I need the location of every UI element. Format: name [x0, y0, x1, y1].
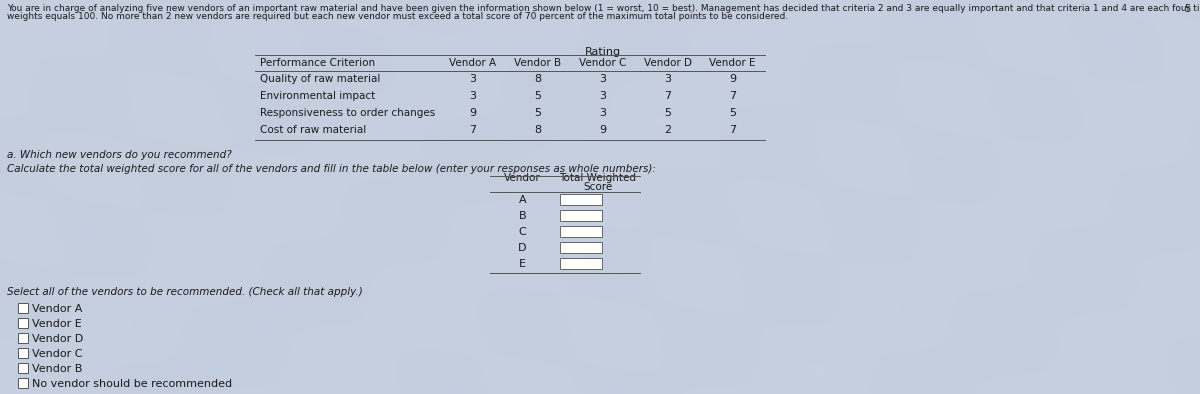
Text: Responsiveness to order changes: Responsiveness to order changes: [260, 108, 436, 118]
Text: 7: 7: [664, 91, 671, 101]
Text: Performance Criterion: Performance Criterion: [260, 58, 376, 68]
Bar: [560, 194, 602, 205]
Text: Vendor C: Vendor C: [32, 349, 83, 359]
Text: 5: 5: [1183, 4, 1190, 14]
Text: 3: 3: [599, 108, 606, 118]
Text: Rating: Rating: [584, 47, 620, 57]
Text: 3: 3: [599, 74, 606, 84]
Text: You are in charge of analyzing five new vendors of an important raw material and: You are in charge of analyzing five new …: [7, 4, 1200, 13]
Bar: [18, 333, 28, 343]
Text: a. Which new vendors do you recommend?: a. Which new vendors do you recommend?: [7, 150, 232, 160]
Text: 7: 7: [728, 91, 736, 101]
Text: 9: 9: [469, 108, 476, 118]
Text: Vendor B: Vendor B: [32, 364, 83, 374]
Text: 3: 3: [664, 74, 671, 84]
Bar: [18, 363, 28, 373]
Bar: [560, 258, 602, 269]
Text: 7: 7: [469, 125, 476, 135]
Text: C: C: [518, 227, 527, 237]
Text: 3: 3: [469, 74, 476, 84]
Text: Select all of the vendors to be recommended. (Check all that apply.): Select all of the vendors to be recommen…: [7, 287, 362, 297]
Text: 8: 8: [534, 74, 541, 84]
Text: Quality of raw material: Quality of raw material: [260, 74, 380, 84]
Text: 2: 2: [664, 125, 671, 135]
Text: 5: 5: [664, 108, 671, 118]
Text: B: B: [518, 211, 527, 221]
Text: 9: 9: [599, 125, 606, 135]
Text: Vendor E: Vendor E: [709, 58, 756, 68]
Bar: [18, 318, 28, 328]
Bar: [18, 348, 28, 358]
Text: Vendor A: Vendor A: [32, 304, 83, 314]
Text: 7: 7: [728, 125, 736, 135]
Text: 3: 3: [469, 91, 476, 101]
Text: 8: 8: [534, 125, 541, 135]
Text: 5: 5: [730, 108, 736, 118]
Text: E: E: [520, 259, 526, 269]
Text: 5: 5: [534, 108, 541, 118]
Text: 5: 5: [534, 91, 541, 101]
Text: Vendor E: Vendor E: [32, 319, 82, 329]
Text: Vendor C: Vendor C: [578, 58, 626, 68]
Text: Cost of raw material: Cost of raw material: [260, 125, 366, 135]
Text: Vendor D: Vendor D: [643, 58, 691, 68]
Bar: [18, 378, 28, 388]
Text: Calculate the total weighted score for all of the vendors and fill in the table : Calculate the total weighted score for a…: [7, 164, 656, 174]
Bar: [18, 303, 28, 313]
Bar: [560, 242, 602, 253]
Text: 9: 9: [728, 74, 736, 84]
Text: Vendor A: Vendor A: [449, 58, 496, 68]
Text: No vendor should be recommended: No vendor should be recommended: [32, 379, 232, 389]
Text: Total Weighted: Total Weighted: [559, 173, 636, 183]
Text: Environmental impact: Environmental impact: [260, 91, 376, 101]
Bar: [560, 226, 602, 237]
Text: Vendor: Vendor: [504, 173, 541, 183]
Text: weights equals 100. No more than 2 new vendors are required but each new vendor : weights equals 100. No more than 2 new v…: [7, 12, 788, 21]
Text: Vendor D: Vendor D: [32, 334, 83, 344]
Text: Score: Score: [583, 182, 612, 192]
Text: A: A: [518, 195, 527, 205]
Text: D: D: [518, 243, 527, 253]
Text: 3: 3: [599, 91, 606, 101]
Text: Vendor B: Vendor B: [514, 58, 562, 68]
Bar: [560, 210, 602, 221]
